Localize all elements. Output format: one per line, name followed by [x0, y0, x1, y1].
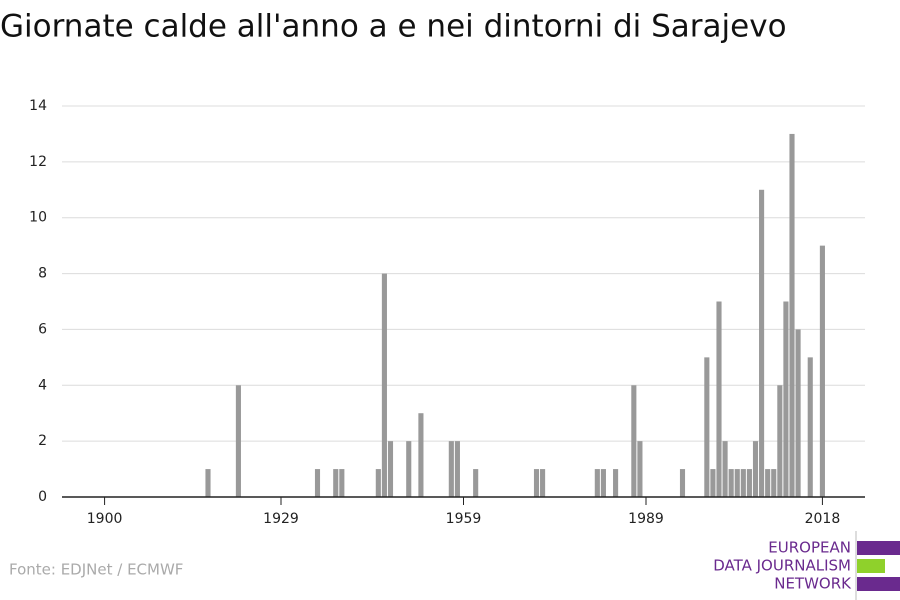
bar: [783, 301, 789, 497]
bar: [473, 469, 479, 497]
bar: [594, 469, 600, 497]
bar: [740, 469, 746, 497]
y-tick-label: 14: [29, 98, 47, 114]
bar: [631, 385, 637, 497]
bar: [600, 469, 606, 497]
bar: [448, 441, 454, 497]
bar: [704, 357, 710, 497]
bar: [746, 469, 752, 497]
bar: [716, 301, 722, 497]
bar: [777, 385, 783, 497]
x-tick-label: 1929: [263, 511, 299, 527]
y-tick-label: 4: [38, 377, 47, 393]
bar: [314, 469, 321, 497]
bar: [387, 441, 394, 497]
bar: [734, 469, 740, 497]
chart-title: Giornate calde all'anno a e nei dintorni…: [0, 9, 787, 45]
logo-text: EUROPEAN: [768, 539, 851, 557]
source: Fonte: EDJNet / ECMWF: [9, 561, 183, 579]
y-tick-label: 6: [38, 321, 47, 337]
logo-text: DATA JOURNALISM: [713, 557, 851, 575]
bar: [375, 469, 381, 497]
y-tick-label: 8: [38, 266, 47, 282]
bar: [533, 469, 540, 497]
x-tick-label: 1989: [628, 511, 664, 527]
bar: [381, 273, 387, 497]
logo-bar: [857, 559, 885, 573]
bar: [540, 469, 546, 497]
bar: [205, 469, 211, 497]
bar: [613, 469, 619, 497]
y-tick-label: 10: [29, 210, 47, 226]
logo-bar: [857, 541, 900, 555]
bar: [454, 441, 460, 497]
bar: [771, 469, 777, 497]
bar: [765, 469, 771, 497]
bar: [819, 245, 825, 497]
bar: [679, 469, 686, 497]
y-tick-label: 12: [29, 154, 47, 170]
bar: [795, 329, 801, 497]
bar: [235, 385, 241, 497]
bar: [807, 357, 813, 497]
x-tick-label: 2018: [805, 511, 841, 527]
bar: [789, 133, 795, 497]
bar: [637, 441, 643, 497]
y-tick-label: 0: [38, 489, 47, 505]
bar: [406, 441, 412, 497]
bar: [333, 469, 339, 497]
logo-bar: [857, 577, 900, 591]
bar: [339, 469, 345, 497]
bar: [418, 413, 424, 497]
bar: [752, 441, 759, 497]
x-tick-label: 1900: [87, 511, 123, 527]
x-tick-label: 1959: [446, 511, 482, 527]
y-tick-label: 2: [38, 433, 47, 449]
logo-text: NETWORK: [774, 575, 852, 593]
bar: [710, 469, 716, 497]
bar: [728, 469, 734, 497]
bar: [722, 441, 728, 497]
bar: [759, 189, 765, 498]
